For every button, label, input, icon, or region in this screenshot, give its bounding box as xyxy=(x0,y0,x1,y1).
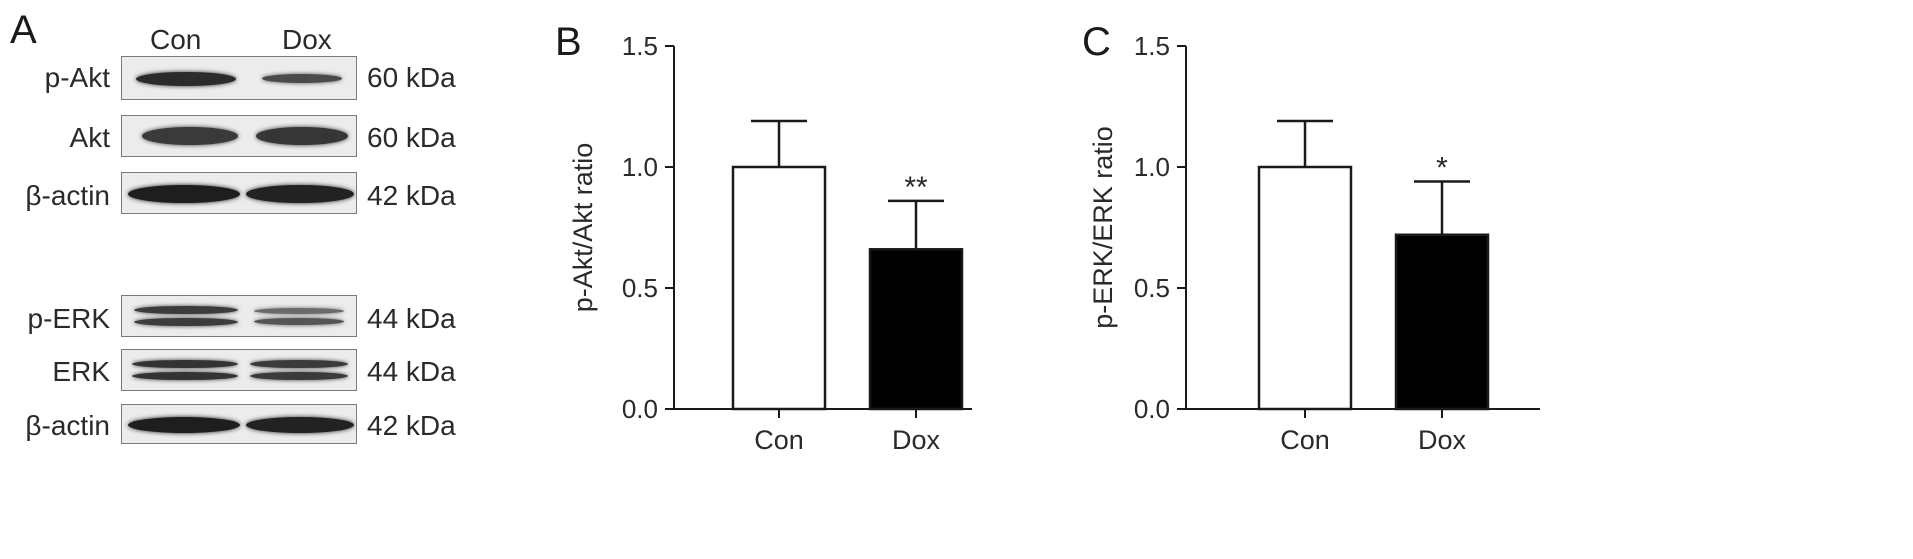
blot-label-erk: ERK xyxy=(52,356,110,387)
blot-band xyxy=(134,318,238,326)
blot-band xyxy=(132,360,238,368)
significance-marker: * xyxy=(1436,152,1448,185)
y-tick-label: 0.0 xyxy=(622,394,658,424)
blot-kda-p-akt: 60 kDa xyxy=(367,62,456,93)
blot-band xyxy=(262,74,342,83)
y-tick-label: 0.5 xyxy=(1134,273,1170,303)
y-tick-label: 1.0 xyxy=(622,152,658,182)
blot-band xyxy=(128,417,240,433)
blot-band xyxy=(136,72,236,86)
bar-dox xyxy=(868,248,964,411)
bar-dox xyxy=(1394,233,1490,411)
bar-con xyxy=(1257,165,1353,411)
panel-letter-b: B xyxy=(555,20,582,64)
blot-label-akt: Akt xyxy=(69,122,110,153)
blot-strip-beta-actin-1 xyxy=(121,172,357,214)
blot-band xyxy=(254,318,344,325)
blot-band xyxy=(256,127,348,145)
panel-letter-a: A xyxy=(10,8,37,52)
blot-strip-beta-actin-2 xyxy=(121,404,357,444)
y-tick-label: 1.0 xyxy=(1134,152,1170,182)
blot-band xyxy=(246,185,354,203)
blot-band xyxy=(142,127,238,145)
y-tick-label: 0.0 xyxy=(1134,394,1170,424)
y-tick-label: 0.5 xyxy=(622,273,658,303)
blot-kda-beta-actin-1: 42 kDa xyxy=(367,180,456,211)
blot-strip-p-erk xyxy=(121,295,357,337)
y-axis-label: p-ERK/ERK ratio xyxy=(1088,126,1118,329)
y-tick-label: 1.5 xyxy=(622,31,658,61)
blot-column-con: Con xyxy=(150,24,202,55)
x-tick-label: Dox xyxy=(892,425,941,455)
blot-band xyxy=(254,308,344,314)
x-tick-label: Con xyxy=(754,425,804,455)
x-tick-label: Con xyxy=(1280,425,1330,455)
blot-label-beta-actin-2: β-actin xyxy=(25,410,110,441)
blot-kda-erk: 44 kDa xyxy=(367,356,456,387)
blot-band xyxy=(134,306,238,314)
panel-letter-c: C xyxy=(1082,20,1111,64)
blot-kda-p-erk: 44 kDa xyxy=(367,303,456,334)
blot-kda-akt: 60 kDa xyxy=(367,122,456,153)
blot-label-p-erk: p-ERK xyxy=(27,303,110,334)
blot-band xyxy=(250,372,348,380)
blot-band xyxy=(128,185,240,203)
blot-band xyxy=(250,360,348,368)
blot-band xyxy=(132,372,238,380)
blot-band xyxy=(246,417,354,433)
blot-strip-p-akt xyxy=(121,56,357,100)
significance-marker: ** xyxy=(904,171,928,204)
blot-strip-akt xyxy=(121,115,357,157)
blot-label-beta-actin-1: β-actin xyxy=(25,180,110,211)
blot-strip-erk xyxy=(121,349,357,391)
bar-chart-p-erk: p-ERK/ERK ratio 0.0 0.5 1.0 1.5 Con Dox * xyxy=(1088,31,1540,455)
blot-column-dox: Dox xyxy=(282,24,332,55)
bar-chart-p-akt: p-Akt/Akt ratio 0.0 0.5 1.0 1.5 Con Dox ** xyxy=(570,31,972,455)
y-tick-label: 1.5 xyxy=(1134,31,1170,61)
bar-con xyxy=(731,165,827,411)
y-axis-label: p-Akt/Akt ratio xyxy=(570,143,598,313)
x-tick-label: Dox xyxy=(1418,425,1467,455)
blot-kda-beta-actin-2: 42 kDa xyxy=(367,410,456,441)
blot-label-p-akt: p-Akt xyxy=(44,62,110,93)
